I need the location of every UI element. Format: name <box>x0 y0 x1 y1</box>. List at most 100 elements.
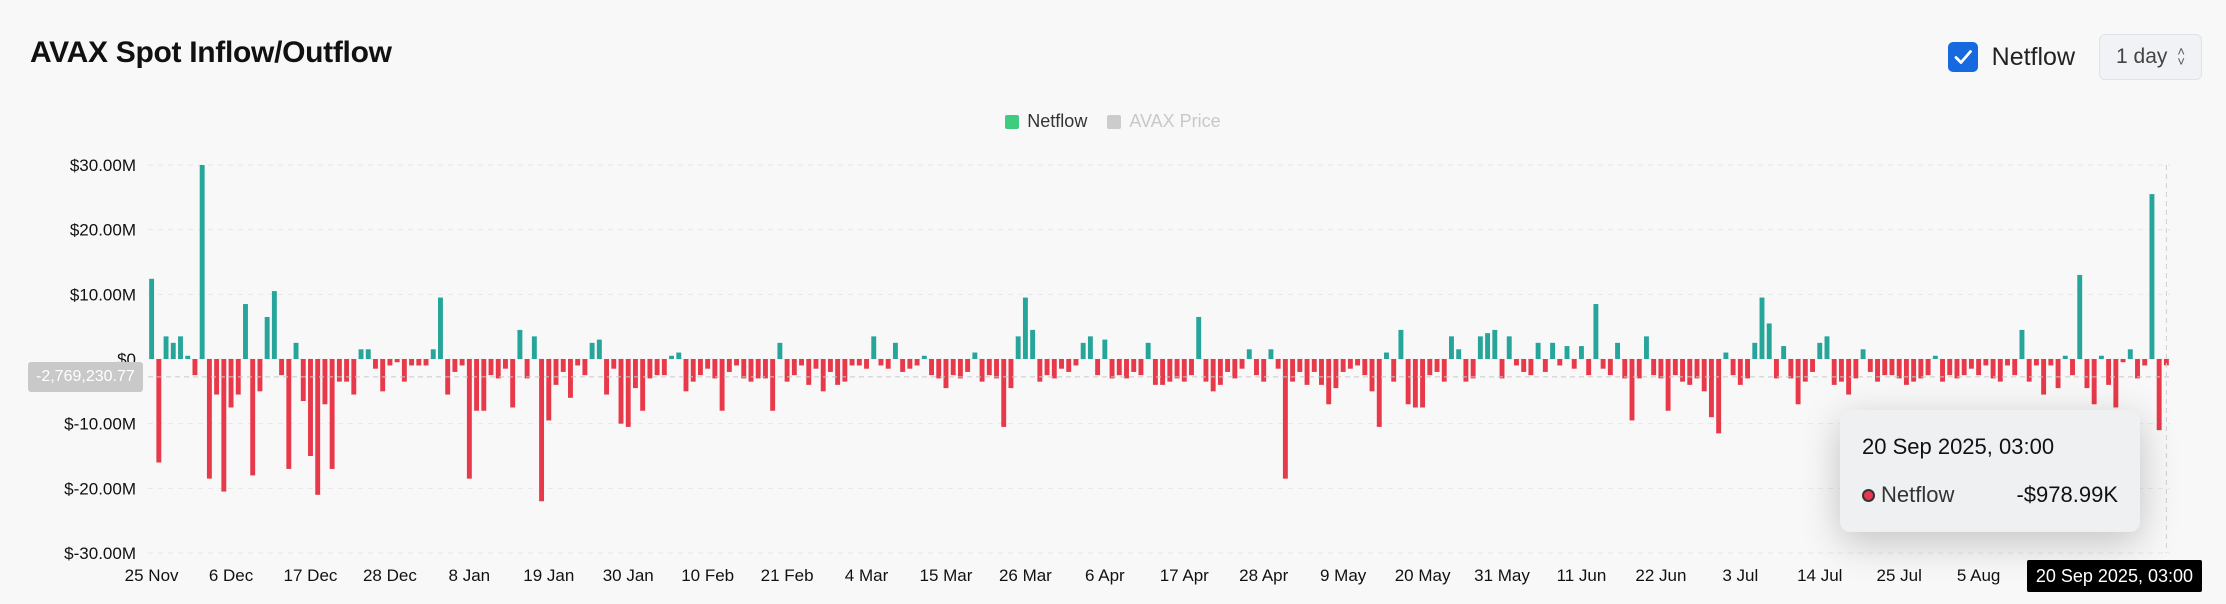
netflow-bar <box>163 336 169 359</box>
netflow-bar <box>1246 349 1252 359</box>
netflow-bar <box>206 359 212 479</box>
chart-controls: Netflow 1 day ˄ ˅ <box>1947 34 2202 80</box>
x-tick-label: 19 Jan <box>523 566 574 585</box>
netflow-bar <box>1701 359 1707 392</box>
netflow-bar <box>481 359 487 411</box>
x-tick-label: 17 Apr <box>1160 566 1209 585</box>
netflow-bar <box>1456 349 1462 359</box>
netflow-bar <box>1174 359 1180 379</box>
netflow-bar <box>1044 359 1050 376</box>
netflow-bar <box>1254 359 1259 376</box>
netflow-bar <box>1463 359 1469 382</box>
netflow-bar <box>336 359 342 382</box>
x-tick-label: 26 Mar <box>999 566 1052 585</box>
netflow-bar <box>1795 359 1801 405</box>
netflow-bar <box>1152 359 1158 385</box>
netflow-bar <box>1116 359 1122 376</box>
netflow-bar <box>784 359 790 382</box>
netflow-bar <box>835 359 841 385</box>
netflow-bar <box>1752 342 1758 359</box>
x-tick-label: 5 Aug <box>1957 566 2001 585</box>
netflow-bar <box>2019 329 2025 359</box>
netflow-bar <box>553 359 559 385</box>
netflow-bar <box>1022 297 1028 359</box>
x-tick-label: 8 Jan <box>449 566 491 585</box>
netflow-bar <box>1889 359 1895 376</box>
netflow-bar <box>1810 359 1815 372</box>
legend-item-avax-price[interactable]: AVAX Price <box>1107 111 1221 132</box>
netflow-bar <box>286 359 292 469</box>
x-tick-label: 21 Feb <box>761 566 814 585</box>
y-tick-label: $-20.00M <box>64 479 136 498</box>
netflow-checkbox-label[interactable]: Netflow <box>1991 42 2076 71</box>
netflow-bar <box>1528 359 1534 376</box>
netflow-bar <box>1636 359 1642 379</box>
netflow-bar <box>726 359 732 372</box>
netflow-bar <box>459 359 465 366</box>
netflow-bar <box>539 359 545 502</box>
netflow-bar <box>1203 359 1209 382</box>
netflow-bar <box>315 359 321 495</box>
netflow-bar <box>1759 297 1765 359</box>
interval-select-value: 1 day <box>2116 45 2168 68</box>
netflow-bar <box>1578 346 1584 359</box>
netflow-bar <box>1680 359 1686 382</box>
netflow-bar <box>1600 359 1606 369</box>
netflow-bar <box>1311 359 1317 372</box>
netflow-checkbox[interactable] <box>1947 42 1978 72</box>
netflow-bar <box>842 359 848 382</box>
netflow-bar <box>524 359 530 379</box>
netflow-bar <box>589 342 595 359</box>
netflow-bar <box>2055 359 2061 389</box>
netflow-bar <box>358 349 364 359</box>
netflow-bar <box>1167 359 1173 382</box>
netflow-bar <box>777 342 783 359</box>
netflow-bar <box>488 359 494 376</box>
netflow-bar <box>149 278 155 359</box>
x-tick-label: 17 Dec <box>284 566 338 585</box>
netflow-bar <box>770 359 776 411</box>
netflow-bar <box>1319 359 1324 385</box>
netflow-bar <box>1990 359 1996 379</box>
netflow-bar <box>452 359 458 372</box>
netflow-bar <box>1622 359 1628 379</box>
legend-swatch-netflow <box>1005 114 1020 129</box>
interval-select[interactable]: 1 day ˄ ˅ <box>2099 34 2202 80</box>
netflow-bar <box>380 359 386 392</box>
netflow-bar <box>676 352 682 359</box>
x-tick-label: 28 Apr <box>1239 566 1288 585</box>
netflow-bar <box>1737 359 1743 385</box>
netflow-bar <box>546 359 552 421</box>
legend-item-netflow[interactable]: Netflow <box>1005 111 1087 132</box>
netflow-bar <box>1831 359 1837 385</box>
netflow-bar <box>2149 194 2155 359</box>
netflow-bar <box>1030 329 1036 359</box>
netflow-bar <box>1427 359 1433 376</box>
netflow-bar <box>734 359 740 366</box>
netflow-bar <box>755 359 761 379</box>
netflow-bar <box>1903 359 1909 385</box>
y-tick-label: $-10.00M <box>64 415 136 434</box>
netflow-bar <box>640 359 646 411</box>
netflow-bar <box>1282 359 1288 479</box>
netflow-bar <box>1506 336 1512 359</box>
netflow-bar <box>864 359 869 369</box>
netflow-bar <box>2084 359 2090 389</box>
netflow-bar <box>1817 342 1823 359</box>
netflow-bar <box>1824 336 1830 359</box>
netflow-bar <box>503 359 508 369</box>
netflow-bar <box>813 359 819 369</box>
netflow-bar <box>719 359 725 411</box>
netflow-bar <box>2156 359 2162 431</box>
netflow-bar <box>806 359 812 385</box>
tooltip-series-value: -$978.99K <box>2016 482 2118 507</box>
netflow-bar <box>705 359 711 369</box>
tooltip-row: Netflow -$978.99K <box>1862 482 2118 508</box>
netflow-bar <box>2091 359 2097 405</box>
netflow-bar <box>632 359 638 389</box>
netflow-bar <box>1376 359 1382 427</box>
netflow-bar <box>1708 359 1714 418</box>
netflow-bar <box>1304 359 1310 385</box>
netflow-bar <box>351 359 357 395</box>
